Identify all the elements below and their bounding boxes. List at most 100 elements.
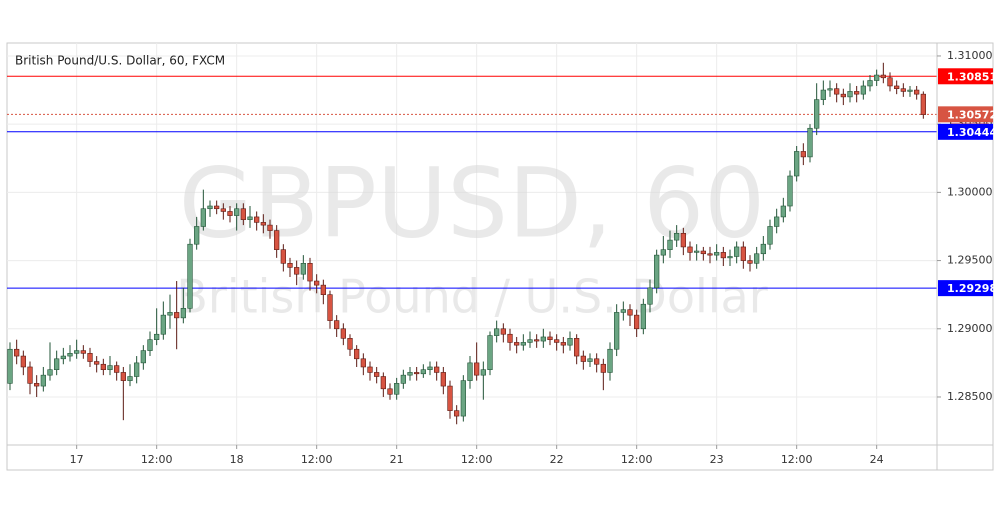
x-tick-label: 12:00 — [141, 453, 173, 466]
candle-body — [187, 243, 193, 309]
candle-body — [594, 358, 600, 365]
candle-body — [920, 93, 926, 115]
candle-body — [120, 372, 126, 381]
candle-body — [7, 348, 13, 384]
candle-body — [420, 369, 426, 375]
candle-body — [134, 362, 140, 377]
candle-body — [260, 222, 266, 226]
y-tick-label: 1.30000 — [947, 185, 993, 198]
candle-body — [294, 267, 300, 275]
price-label-box — [938, 280, 993, 297]
candle-body — [527, 339, 533, 343]
candle-body — [274, 230, 280, 250]
candle-body — [47, 369, 53, 376]
candle-body — [354, 348, 360, 360]
watermark: GBPUSD, 60 — [179, 147, 765, 259]
candle-body — [307, 263, 313, 282]
candle-body — [167, 312, 173, 316]
candle-body — [160, 314, 166, 335]
candle-body — [740, 246, 746, 261]
candle-body — [674, 232, 680, 241]
candle-body — [434, 366, 440, 373]
candle-body — [114, 365, 120, 373]
candle-body — [147, 339, 153, 351]
candle-body — [54, 358, 60, 371]
price-label: 1.29298 — [947, 282, 997, 295]
candle-body — [747, 260, 753, 264]
candle-body — [334, 320, 340, 330]
candle-body — [220, 208, 226, 212]
candle-body — [600, 363, 606, 373]
candle-body — [300, 263, 306, 275]
candle-body — [787, 175, 793, 207]
candle-body — [807, 127, 813, 158]
candle-body — [94, 361, 100, 365]
candle-body — [367, 366, 373, 373]
candle-body — [820, 89, 826, 100]
candle-body — [654, 254, 660, 289]
candle-body — [567, 338, 573, 346]
candle-body — [234, 208, 240, 216]
candle-body — [60, 355, 66, 360]
grid — [7, 43, 937, 445]
candle-body — [607, 348, 613, 373]
candle-body — [640, 303, 646, 330]
candle-body — [227, 211, 233, 216]
x-tick-label: 22 — [550, 453, 564, 466]
candle-body — [587, 358, 593, 362]
candle-body — [380, 376, 386, 390]
candle-body — [340, 328, 346, 339]
candle-body — [467, 362, 473, 381]
candle-body — [507, 333, 513, 343]
y-tick-label: 1.29000 — [947, 322, 993, 335]
candle-body — [900, 88, 906, 92]
candle-body — [440, 372, 446, 387]
candle-body — [180, 308, 186, 319]
candle-body — [614, 312, 620, 350]
candle-body — [680, 232, 686, 248]
candle-body — [447, 385, 453, 411]
x-tick-label: 12:00 — [301, 453, 333, 466]
candle-body — [280, 249, 286, 264]
candle-body — [894, 85, 900, 89]
candle-body — [907, 89, 913, 92]
candle-body — [267, 224, 273, 231]
candle-body — [387, 388, 393, 395]
candle-body — [727, 256, 733, 259]
candle-body — [800, 151, 806, 158]
candle-body — [140, 350, 146, 364]
candle-body — [34, 383, 40, 387]
price-label: 1.30572 — [947, 108, 997, 121]
price-label-box — [938, 68, 993, 85]
candle-body — [27, 366, 33, 384]
candle-body — [574, 338, 580, 357]
candle-body — [200, 208, 206, 227]
x-tick-label: 17 — [70, 453, 84, 466]
price-lines — [7, 75, 937, 289]
candle-body — [540, 336, 546, 342]
y-tick-label: 1.28500 — [947, 390, 993, 403]
candle-body — [547, 336, 553, 340]
candle-body — [240, 208, 246, 220]
candle-body — [794, 151, 800, 177]
watermark-subtitle: British Pound / U.S. Dollar — [176, 270, 767, 324]
candle-body — [320, 284, 326, 295]
candle-body — [460, 380, 466, 417]
candle-body — [414, 372, 420, 375]
candle-body — [700, 250, 706, 255]
x-tick-label: 12:00 — [621, 453, 653, 466]
candle-body — [14, 348, 20, 357]
candle-body — [714, 252, 720, 256]
candle-body — [827, 88, 833, 91]
candle-body — [634, 314, 640, 330]
candle-body — [660, 249, 666, 256]
candle-body — [374, 372, 380, 377]
candle-body — [534, 339, 540, 342]
candle-body — [100, 363, 106, 371]
price-label-box — [938, 106, 993, 123]
price-label: 1.30851 — [947, 70, 997, 83]
candle-body — [80, 350, 86, 354]
candle-body — [454, 410, 460, 417]
candle-body — [40, 374, 46, 387]
